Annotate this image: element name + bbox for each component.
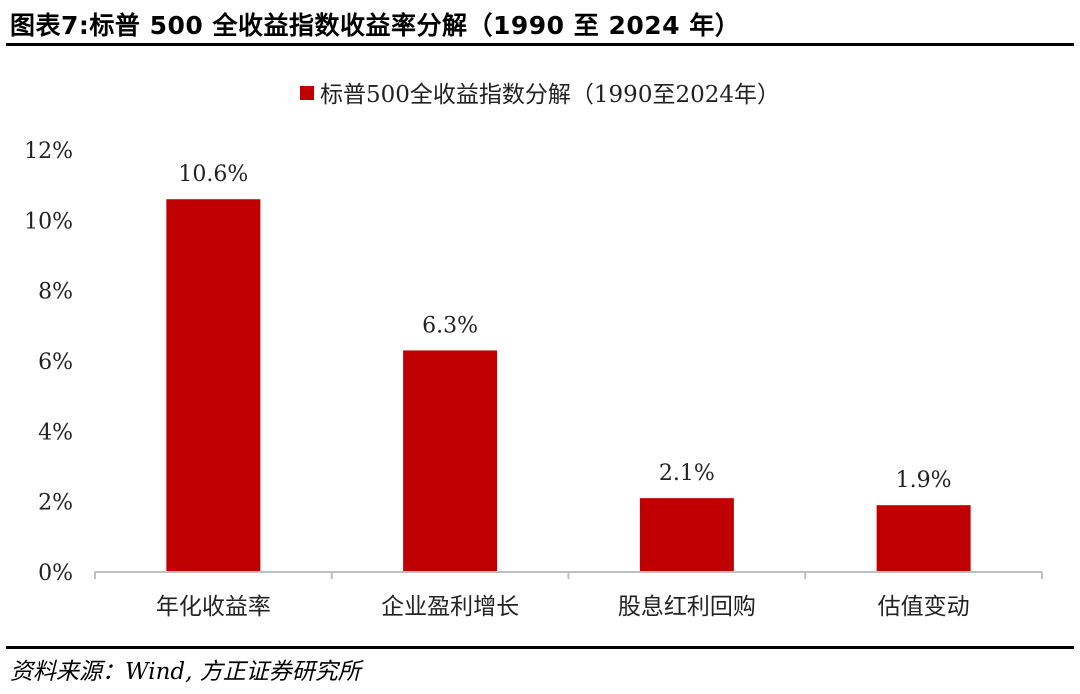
bar [639, 498, 734, 572]
x-axis: 年化收益率 企业盈利增长 股息红利回购 估值变动 [94, 571, 1043, 620]
bar [876, 505, 971, 572]
legend-swatch [300, 86, 315, 100]
data-label: 2.1% [659, 461, 715, 486]
y-tick-label: 2% [38, 491, 73, 516]
data-label: 10.6% [178, 162, 248, 187]
legend: 标普500全收益指数分解（1990至2024年） [300, 82, 780, 108]
legend-label: 标普500全收益指数分解（1990至2024年） [320, 82, 780, 108]
title-rule [6, 43, 1074, 46]
bar [166, 199, 261, 572]
x-tick-label: 年化收益率 [156, 594, 271, 620]
y-axis-ticks: 0% 2% 4% 6% 8% 10% 12% [24, 139, 73, 586]
data-label: 1.9% [896, 468, 952, 493]
bar [403, 350, 498, 572]
source-rule [6, 646, 1074, 649]
data-label: 6.3% [422, 313, 478, 338]
y-tick-label: 8% [38, 280, 73, 305]
source-note: 资料来源：Wind, 方正证券研究所 [10, 659, 361, 685]
y-tick-label: 4% [38, 420, 73, 445]
y-tick-label: 10% [24, 209, 73, 234]
y-tick-label: 0% [38, 561, 73, 586]
y-tick-label: 6% [38, 350, 73, 375]
figure-title: 图表7:标普 500 全收益指数收益率分解（1990 至 2024 年） [10, 11, 741, 40]
y-tick-label: 12% [24, 139, 73, 164]
x-tick-label: 股息红利回购 [618, 594, 756, 620]
x-tick-label: 企业盈利增长 [381, 594, 519, 620]
x-tick-label: 估值变动 [878, 594, 970, 620]
bars: 10.6% 6.3% 2.1% 1.9% [166, 162, 971, 572]
